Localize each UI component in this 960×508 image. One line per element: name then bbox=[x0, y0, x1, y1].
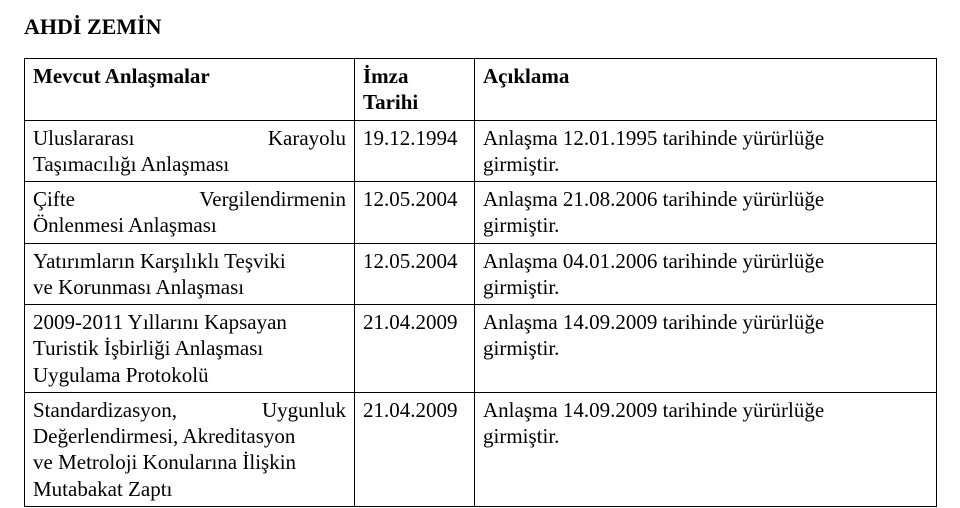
cell-text: Anlaşma 04.01.2006 tarihinde yürürlüğe bbox=[483, 248, 824, 274]
cell-text: girmiştir. bbox=[483, 423, 928, 449]
cell-text: ve Metroloji Konularına İlişkin bbox=[33, 449, 346, 475]
cell-text: Karayolu bbox=[268, 125, 346, 151]
cell-text: Turistik İşbirliği Anlaşması bbox=[33, 335, 346, 361]
cell-text: Uluslararası bbox=[33, 125, 134, 151]
header-col2: İmza Tarihi bbox=[355, 59, 475, 121]
document-page: AHDİ ZEMİN Mevcut Anlaşmalar İmza Tarihi… bbox=[0, 0, 960, 508]
table-row: Yatırımların Karşılıklı Teşviki ve Korun… bbox=[25, 243, 937, 305]
cell-agreement: Uluslararası Karayolu Taşımacılığı Anlaş… bbox=[25, 120, 355, 182]
header-col2-line1: İmza bbox=[363, 63, 466, 89]
cell-text: Çifte bbox=[33, 186, 75, 212]
cell-description: Anlaşma 21.08.2006 tarihinde yürürlüğe g… bbox=[475, 182, 937, 244]
cell-agreement: Çifte Vergilendirmenin Önlenmesi Anlaşma… bbox=[25, 182, 355, 244]
cell-description: Anlaşma 14.09.2009 tarihinde yürürlüğe g… bbox=[475, 392, 937, 506]
cell-date: 12.05.2004 bbox=[355, 182, 475, 244]
cell-text: Vergilendirmenin bbox=[199, 186, 346, 212]
cell-text: girmiştir. bbox=[483, 212, 928, 238]
cell-text: girmiştir. bbox=[483, 274, 928, 300]
table-row: Uluslararası Karayolu Taşımacılığı Anlaş… bbox=[25, 120, 937, 182]
cell-text: Anlaşma 12.01.1995 tarihinde yürürlüğe bbox=[483, 125, 824, 151]
document-title: AHDİ ZEMİN bbox=[24, 14, 936, 40]
header-col1: Mevcut Anlaşmalar bbox=[25, 59, 355, 121]
cell-text: Mutabakat Zaptı bbox=[33, 476, 346, 502]
header-col2-line2: Tarihi bbox=[363, 89, 466, 115]
cell-text: Anlaşma 21.08.2006 tarihinde yürürlüğe bbox=[483, 186, 824, 212]
cell-agreement: Standardizasyon, Uygunluk Değerlendirmes… bbox=[25, 392, 355, 506]
cell-agreement: Yatırımların Karşılıklı Teşviki ve Korun… bbox=[25, 243, 355, 305]
cell-date: 21.04.2009 bbox=[355, 392, 475, 506]
table-row: 2009-2011 Yıllarını Kapsayan Turistik İş… bbox=[25, 305, 937, 393]
cell-text: Taşımacılığı Anlaşması bbox=[33, 151, 346, 177]
cell-text: Anlaşma 14.09.2009 tarihinde yürürlüğe bbox=[483, 397, 824, 423]
cell-date: 21.04.2009 bbox=[355, 305, 475, 393]
table-row: Standardizasyon, Uygunluk Değerlendirmes… bbox=[25, 392, 937, 506]
cell-description: Anlaşma 12.01.1995 tarihinde yürürlüğe g… bbox=[475, 120, 937, 182]
cell-text: 2009-2011 Yıllarını Kapsayan bbox=[33, 309, 346, 335]
cell-text: ve Korunması Anlaşması bbox=[33, 274, 346, 300]
cell-date: 19.12.1994 bbox=[355, 120, 475, 182]
cell-description: Anlaşma 04.01.2006 tarihinde yürürlüğe g… bbox=[475, 243, 937, 305]
cell-text: girmiştir. bbox=[483, 335, 928, 361]
cell-description: Anlaşma 14.09.2009 tarihinde yürürlüğe g… bbox=[475, 305, 937, 393]
cell-text: Uygunluk bbox=[262, 397, 346, 423]
cell-text: girmiştir. bbox=[483, 151, 928, 177]
header-col3: Açıklama bbox=[475, 59, 937, 121]
cell-agreement: 2009-2011 Yıllarını Kapsayan Turistik İş… bbox=[25, 305, 355, 393]
cell-text: Uygulama Protokolü bbox=[33, 362, 346, 388]
table-header-row: Mevcut Anlaşmalar İmza Tarihi Açıklama bbox=[25, 59, 937, 121]
cell-date: 12.05.2004 bbox=[355, 243, 475, 305]
cell-text: Anlaşma 14.09.2009 tarihinde yürürlüğe bbox=[483, 309, 824, 335]
cell-text: Önlenmesi Anlaşması bbox=[33, 212, 346, 238]
cell-text: Yatırımların Karşılıklı Teşviki bbox=[33, 248, 346, 274]
cell-text: Standardizasyon, bbox=[33, 397, 177, 423]
cell-text: Değerlendirmesi, Akreditasyon bbox=[33, 423, 346, 449]
table-row: Çifte Vergilendirmenin Önlenmesi Anlaşma… bbox=[25, 182, 937, 244]
agreements-table: Mevcut Anlaşmalar İmza Tarihi Açıklama U… bbox=[24, 58, 937, 507]
